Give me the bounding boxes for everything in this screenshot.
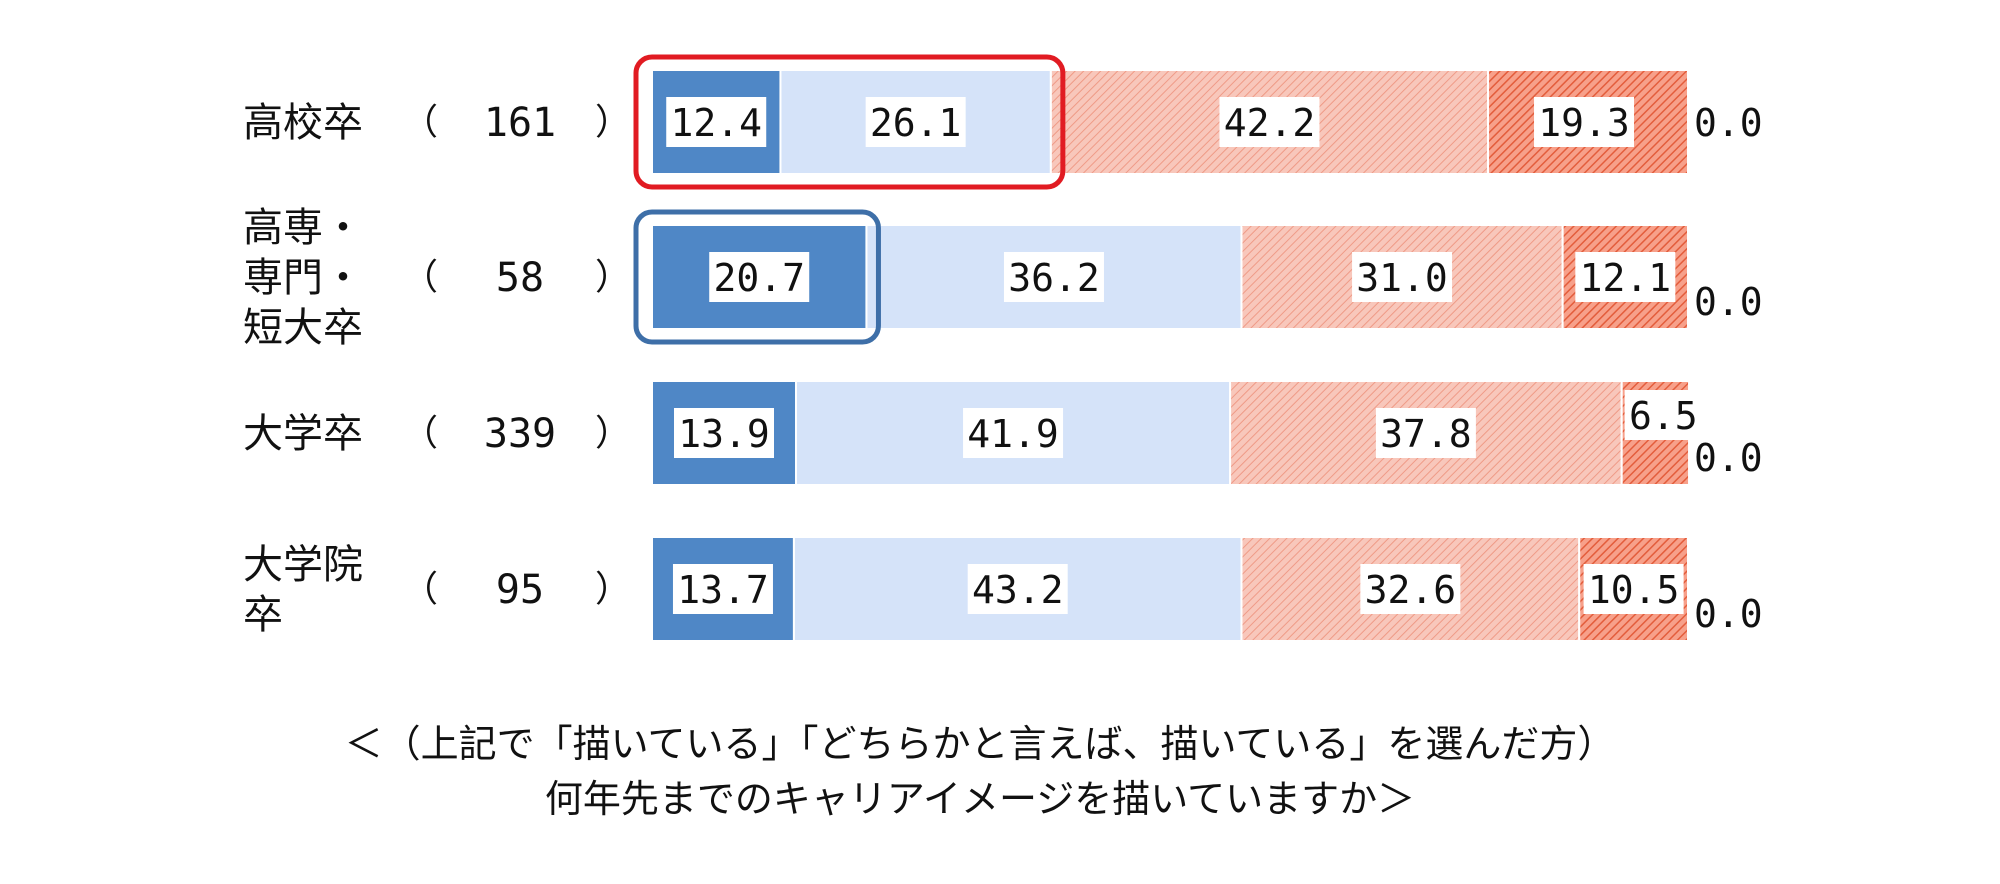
- value-label: 20.7: [713, 256, 805, 300]
- paren-close: ）: [595, 569, 631, 610]
- paren-open: （: [402, 102, 438, 143]
- value-label: 0.0: [1694, 592, 1763, 636]
- sample-count: 58: [496, 255, 544, 301]
- value-label-bg: [1003, 252, 1104, 302]
- paren-close: ）: [595, 102, 631, 143]
- paren-close: ）: [595, 257, 631, 298]
- category-label: 専門・: [243, 255, 363, 301]
- value-label: 13.7: [677, 568, 769, 612]
- category-label: 高校卒: [243, 100, 363, 146]
- value-label: 43.2: [972, 568, 1064, 612]
- bar-segment-somewhat-draw: 26.1: [779, 69, 1052, 175]
- bar-segment-no-answer: 0.0: [1694, 101, 1763, 145]
- bar-segment-somewhat-not: 32.6: [1240, 536, 1581, 642]
- caption: ＜（上記で「描いている」「どちらかと言えば、描いている」を選んだ方） 何年先まで…: [345, 722, 1616, 821]
- value-label: 0.0: [1694, 436, 1763, 480]
- value-label: 36.2: [1008, 256, 1100, 300]
- bar-segment-not-draw: 12.1: [1561, 224, 1690, 330]
- highlight-box: [633, 209, 881, 345]
- bar-segment-somewhat-draw: 36.2: [865, 224, 1243, 330]
- value-label-bg: [1219, 97, 1320, 147]
- value-label: 26.1: [870, 101, 962, 145]
- sample-count: 161: [484, 100, 556, 146]
- value-label-bg: [1534, 97, 1635, 147]
- value-label: 10.5: [1588, 568, 1680, 612]
- bar-rect: [795, 380, 1232, 486]
- value-label-bg: [1624, 390, 1703, 440]
- value-label-bg: [709, 252, 810, 302]
- chart-row: 高校卒 （ 161 ） 12.4 26.1 42.2 19.3 0.0: [243, 69, 1763, 175]
- highlight-layer: [633, 54, 1066, 345]
- sample-count: 339: [484, 411, 556, 457]
- caption-line-2: 何年先までのキャリアイメージを描いていますか＞: [545, 777, 1415, 821]
- value-label-bg: [672, 564, 773, 614]
- paren-open: （: [402, 569, 438, 610]
- bar-segment-strongly-draw: 20.7: [651, 224, 868, 330]
- value-label-bg: [666, 97, 767, 147]
- bar-segment-somewhat-not: 37.8: [1229, 380, 1623, 486]
- bar-segment-somewhat-draw: 43.2: [792, 536, 1243, 642]
- value-label: 0.0: [1694, 280, 1763, 324]
- value-label-bg: [1375, 408, 1476, 458]
- bar-segment-strongly-draw: 13.7: [651, 536, 795, 642]
- value-label-bg: [1583, 564, 1684, 614]
- bar-segment-no-answer: 0.0: [1694, 280, 1763, 324]
- paren-open: （: [402, 413, 438, 454]
- bar-segment-somewhat-draw: 41.9: [795, 380, 1232, 486]
- chart-row: 高専・専門・短大卒 （ 58 ） 20.7 36.2 31.0 12.1 0.0: [243, 205, 1763, 351]
- value-label: 12.1: [1580, 256, 1672, 300]
- sample-count: 95: [496, 567, 544, 613]
- value-label: 6.5: [1629, 394, 1698, 438]
- category-label: 短大卒: [243, 305, 363, 351]
- value-label: 37.8: [1380, 412, 1472, 456]
- bar-segment-not-draw: 6.5: [1620, 380, 1703, 486]
- bar-segment-not-draw: 19.3: [1487, 69, 1689, 175]
- value-label-bg: [865, 97, 966, 147]
- category-label: 大学卒: [243, 411, 363, 457]
- value-label-bg: [1575, 252, 1676, 302]
- category-label: 大学院: [243, 542, 363, 588]
- value-label: 41.9: [967, 412, 1059, 456]
- bar-segment-strongly-draw: 13.9: [651, 380, 798, 486]
- chart-row: 大学卒 （ 339 ） 13.9 41.9 37.8 6.50.0: [243, 380, 1763, 486]
- value-label-bg: [674, 408, 775, 458]
- value-label: 19.3: [1538, 101, 1630, 145]
- paren-close: ）: [595, 413, 631, 454]
- bar-segment-strongly-draw: 12.4: [651, 69, 782, 175]
- value-label: 31.0: [1356, 256, 1448, 300]
- value-label: 13.9: [678, 412, 770, 456]
- value-label-bg: [1360, 564, 1461, 614]
- value-label-bg: [967, 564, 1068, 614]
- category-label: 卒: [243, 592, 283, 638]
- value-label: 0.0: [1694, 101, 1763, 145]
- bar-segment-somewhat-not: 31.0: [1240, 224, 1564, 330]
- bar-segment-no-answer: 0.0: [1694, 592, 1763, 636]
- value-label-bg: [1352, 252, 1453, 302]
- caption-line-1: ＜（上記で「描いている」「どちらかと言えば、描いている」を選んだ方）: [345, 722, 1616, 766]
- value-label: 42.2: [1224, 101, 1316, 145]
- value-label-bg: [963, 408, 1064, 458]
- paren-open: （: [402, 257, 438, 298]
- value-label: 12.4: [670, 101, 762, 145]
- bar-segment-no-answer: 0.0: [1694, 436, 1763, 480]
- bar-segment-not-draw: 10.5: [1578, 536, 1689, 642]
- category-label: 高専・: [243, 205, 363, 251]
- highlight-box: [633, 54, 1066, 190]
- value-label: 32.6: [1365, 568, 1457, 612]
- bar-segment-somewhat-not: 42.2: [1049, 69, 1490, 175]
- rows-layer: 高校卒 （ 161 ） 12.4 26.1 42.2 19.3 0.0 高専・専門・短大卒 （ 58 ）…: [243, 69, 1763, 642]
